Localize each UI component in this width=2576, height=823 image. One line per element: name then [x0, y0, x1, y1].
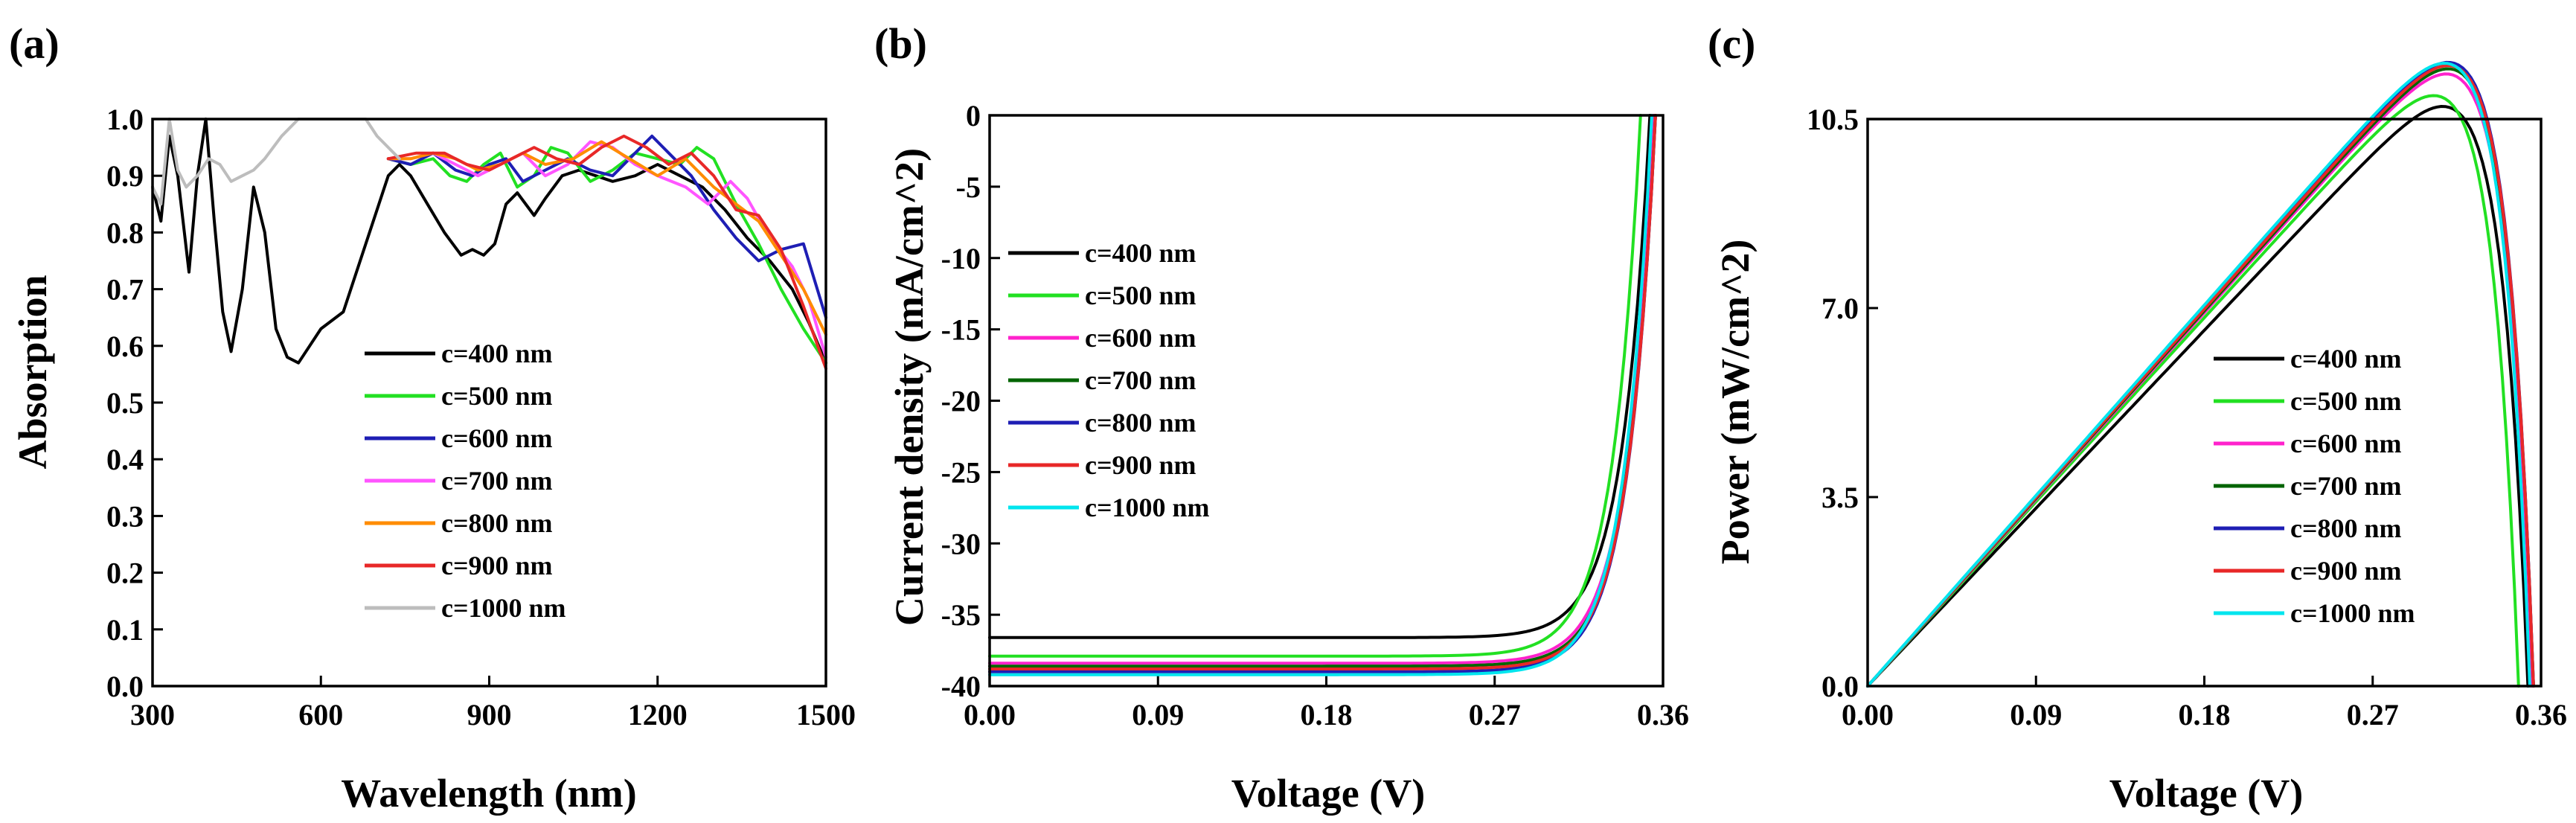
y-tick-label: 0.9: [106, 159, 144, 193]
x-axis-title-c: Voltage (V): [2109, 771, 2303, 816]
series-line-c-1000-nm: [988, 114, 1653, 676]
series-line-c-600-nm: [988, 114, 1656, 665]
x-axis-title-b: Voltage (V): [1231, 771, 1425, 816]
legend-label: c=800 nm: [441, 508, 553, 538]
x-tick-label: 1500: [796, 698, 856, 731]
y-axis-title-a: Absorption: [10, 275, 55, 469]
series-line-c-600-nm: [1866, 72, 2534, 688]
y-tick-label: -40: [941, 670, 981, 703]
x-tick-label: 0.09: [1132, 698, 1184, 731]
x-tick-label: 0.36: [2515, 698, 2567, 731]
legend-label: c=400 nm: [441, 339, 553, 368]
panel-a-absorption: (a) Wavelength (nm) Absorption 300 600 900…: [9, 19, 856, 816]
series-line-c-500-nm: [386, 146, 827, 365]
legend-label: c=1000 nm: [441, 593, 566, 623]
legend-label: c=1000 nm: [2290, 598, 2415, 628]
plot-frame-a: [151, 118, 827, 688]
x-tick-label: 900: [467, 698, 512, 731]
series-line-c-1000-nm: [151, 118, 401, 206]
y-tick-label: 0.7: [106, 273, 144, 307]
legend-label: c=500 nm: [1085, 281, 1196, 310]
y-tick-label: -30: [941, 527, 981, 560]
legend-label: c=500 nm: [441, 381, 553, 411]
legend-label: c=600 nm: [1085, 323, 1196, 353]
legend-label: c=600 nm: [2290, 429, 2402, 458]
panel-c-power: (c) Voltage (V) Power (mW/cm^2) 0.00 0.09…: [1708, 19, 2567, 816]
y-tick-label: 0.0: [1822, 670, 1859, 703]
legend-label: c=800 nm: [1085, 408, 1196, 438]
legend-label: c=700 nm: [441, 466, 553, 496]
y-tick-label: -15: [941, 313, 981, 347]
y-tick-label: 10.5: [1807, 103, 1859, 136]
x-tick-label: 300: [130, 698, 175, 731]
legend-label: c=500 nm: [2290, 386, 2402, 416]
plot-frame-c: [1866, 118, 2543, 688]
y-tick-label: -5: [956, 170, 981, 204]
plot-area-c: 0.00 0.09 0.18 0.27 0.36 0.0 3.5 7.0 10.5 c=400 n…: [1807, 60, 2567, 731]
legend-label: c=900 nm: [2290, 556, 2402, 586]
y-tick-label: -25: [941, 455, 981, 489]
series-line-c-400-nm: [1866, 105, 2530, 688]
legend-label: c=1000 nm: [1085, 493, 1210, 522]
series-line-c-1000-nm: [1866, 62, 2531, 688]
x-tick-label: 0.00: [1842, 698, 1894, 731]
plot-area-b: 0.00 0.09 0.18 0.27 0.36 0 -5 -10 -15 -20 -25 -30 -3…: [941, 99, 1689, 731]
legend-label: c=700 nm: [2290, 471, 2402, 501]
y-tick-label: 0.0: [106, 670, 144, 703]
y-axis-title-b: Current density (mA/cm^2): [887, 148, 932, 626]
series-line-c-800-nm: [1866, 60, 2535, 688]
series-line-c-900-nm: [988, 114, 1657, 670]
x-tick-label: 0.18: [1301, 698, 1353, 731]
y-tick-label: 3.5: [1822, 481, 1859, 514]
legend-label: c=900 nm: [1085, 450, 1196, 480]
y-axis-title-c: Power (mW/cm^2): [1713, 240, 1758, 565]
x-tick-label: 0.27: [1469, 698, 1521, 731]
panel-label-a: (a): [9, 19, 60, 68]
y-tick-label: 1.0: [106, 103, 144, 136]
series-line-c-700-nm: [1866, 67, 2535, 688]
series-line-c-400-nm: [988, 114, 1652, 639]
series-line-c-900-nm: [1866, 64, 2535, 688]
x-tick-label: 600: [298, 698, 343, 731]
plot-area-a: 300 600 900 1200 1500 0.0 0.1 0.2 0.3 0.4 0.5 0.6 0.…: [106, 103, 856, 731]
y-tick-label: 7.0: [1822, 292, 1859, 325]
legend-label: c=400 nm: [2290, 344, 2402, 374]
series-line-c-400-nm: [151, 118, 827, 365]
series-line-c-500-nm: [1866, 94, 2520, 688]
panel-b-current-density: (b) Voltage (V) Current density (mA/cm^2…: [874, 19, 1689, 816]
x-tick-label: 0.27: [2347, 698, 2399, 731]
legend-label: c=400 nm: [1085, 238, 1196, 268]
y-tick-label: 0.5: [106, 386, 144, 420]
panel-label-b: (b): [874, 19, 927, 68]
y-tick-label: -10: [941, 242, 981, 275]
y-tick-label: 0.3: [106, 499, 144, 533]
series-line-c-600-nm: [386, 134, 827, 319]
y-tick-label: 0.4: [106, 443, 144, 476]
legend-label: c=700 nm: [1085, 365, 1196, 395]
legend-label: c=600 nm: [441, 423, 553, 453]
x-tick-label: 0.36: [1637, 698, 1689, 731]
legend-label: c=800 nm: [2290, 513, 2402, 543]
series-line-c-700-nm: [988, 114, 1657, 668]
y-tick-label: 0.2: [106, 557, 144, 590]
x-tick-label: 0.18: [2179, 698, 2231, 731]
y-tick-label: -35: [941, 598, 981, 632]
series-line-c-900-nm: [386, 134, 827, 371]
y-tick-label: 0.8: [106, 216, 144, 249]
x-axis-title-a: Wavelength (nm): [341, 771, 637, 816]
y-tick-label: 0: [966, 99, 981, 132]
legend-label: c=900 nm: [441, 551, 553, 580]
y-tick-label: 0.6: [106, 330, 144, 363]
plot-frame-b: [988, 114, 1665, 688]
x-tick-label: 0.00: [964, 698, 1016, 731]
series-line-c-500-nm: [988, 114, 1642, 658]
panel-label-c: (c): [1708, 19, 1755, 68]
x-tick-label: 1200: [628, 698, 688, 731]
y-tick-label: 0.1: [106, 613, 144, 647]
y-tick-label: -20: [941, 385, 981, 418]
x-tick-label: 0.09: [2010, 698, 2062, 731]
